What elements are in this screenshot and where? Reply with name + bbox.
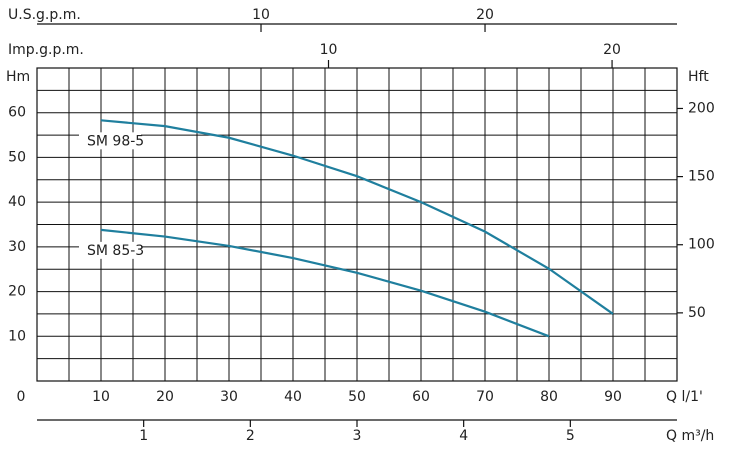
top-tick-label: 10 bbox=[252, 7, 270, 23]
y-tick-label: 60 bbox=[8, 105, 26, 121]
series-label: SM 85-3 bbox=[87, 243, 144, 259]
x-tick-label: 60 bbox=[412, 389, 430, 405]
bottom-tick-label: 4 bbox=[459, 428, 468, 444]
x-tick-label: 0 bbox=[17, 389, 26, 405]
y-tick-label: 10 bbox=[8, 328, 26, 344]
top-axis-label: Imp.g.p.m. bbox=[8, 42, 84, 58]
x-tick-label: 40 bbox=[284, 389, 302, 405]
bottom-tick-label: 3 bbox=[353, 428, 362, 444]
bottom-tick-label: 5 bbox=[566, 428, 575, 444]
x-tick-label: 80 bbox=[540, 389, 558, 405]
y2-axis-label: Hft bbox=[688, 69, 709, 85]
x-tick-label: 10 bbox=[92, 389, 110, 405]
y2-tick-label: 150 bbox=[688, 169, 715, 185]
x-tick-label: 50 bbox=[348, 389, 366, 405]
x-tick-label: 30 bbox=[220, 389, 238, 405]
label-bg bbox=[79, 132, 141, 150]
top-tick-label: 20 bbox=[603, 42, 621, 58]
label-bg bbox=[79, 241, 141, 259]
x-tick-label: 70 bbox=[476, 389, 494, 405]
x-tick-label: 20 bbox=[156, 389, 174, 405]
series-label: SM 98-5 bbox=[87, 133, 144, 149]
bottom-tick-label: 2 bbox=[246, 428, 255, 444]
curve bbox=[100, 228, 550, 338]
x-axis-label: Q l/1' bbox=[666, 389, 703, 405]
curve bbox=[100, 119, 614, 315]
y-axis-label: Hm bbox=[6, 69, 30, 85]
top-tick-label: 10 bbox=[320, 42, 338, 58]
y-tick-label: 30 bbox=[8, 239, 26, 255]
y2-tick-label: 50 bbox=[688, 305, 706, 321]
y2-tick-label: 100 bbox=[688, 237, 715, 253]
y2-tick-label: 200 bbox=[688, 100, 715, 116]
y-tick-label: 50 bbox=[8, 149, 26, 165]
bottom-axis-label: Q m³/h bbox=[666, 428, 714, 444]
plot-frame bbox=[36, 67, 678, 382]
x-tick-label: 90 bbox=[604, 389, 622, 405]
y-tick-label: 20 bbox=[8, 284, 26, 300]
y-tick-label: 40 bbox=[8, 194, 26, 210]
bottom-tick-label: 1 bbox=[139, 428, 148, 444]
top-axis-label: U.S.g.p.m. bbox=[8, 7, 81, 23]
top-tick-label: 20 bbox=[476, 7, 494, 23]
